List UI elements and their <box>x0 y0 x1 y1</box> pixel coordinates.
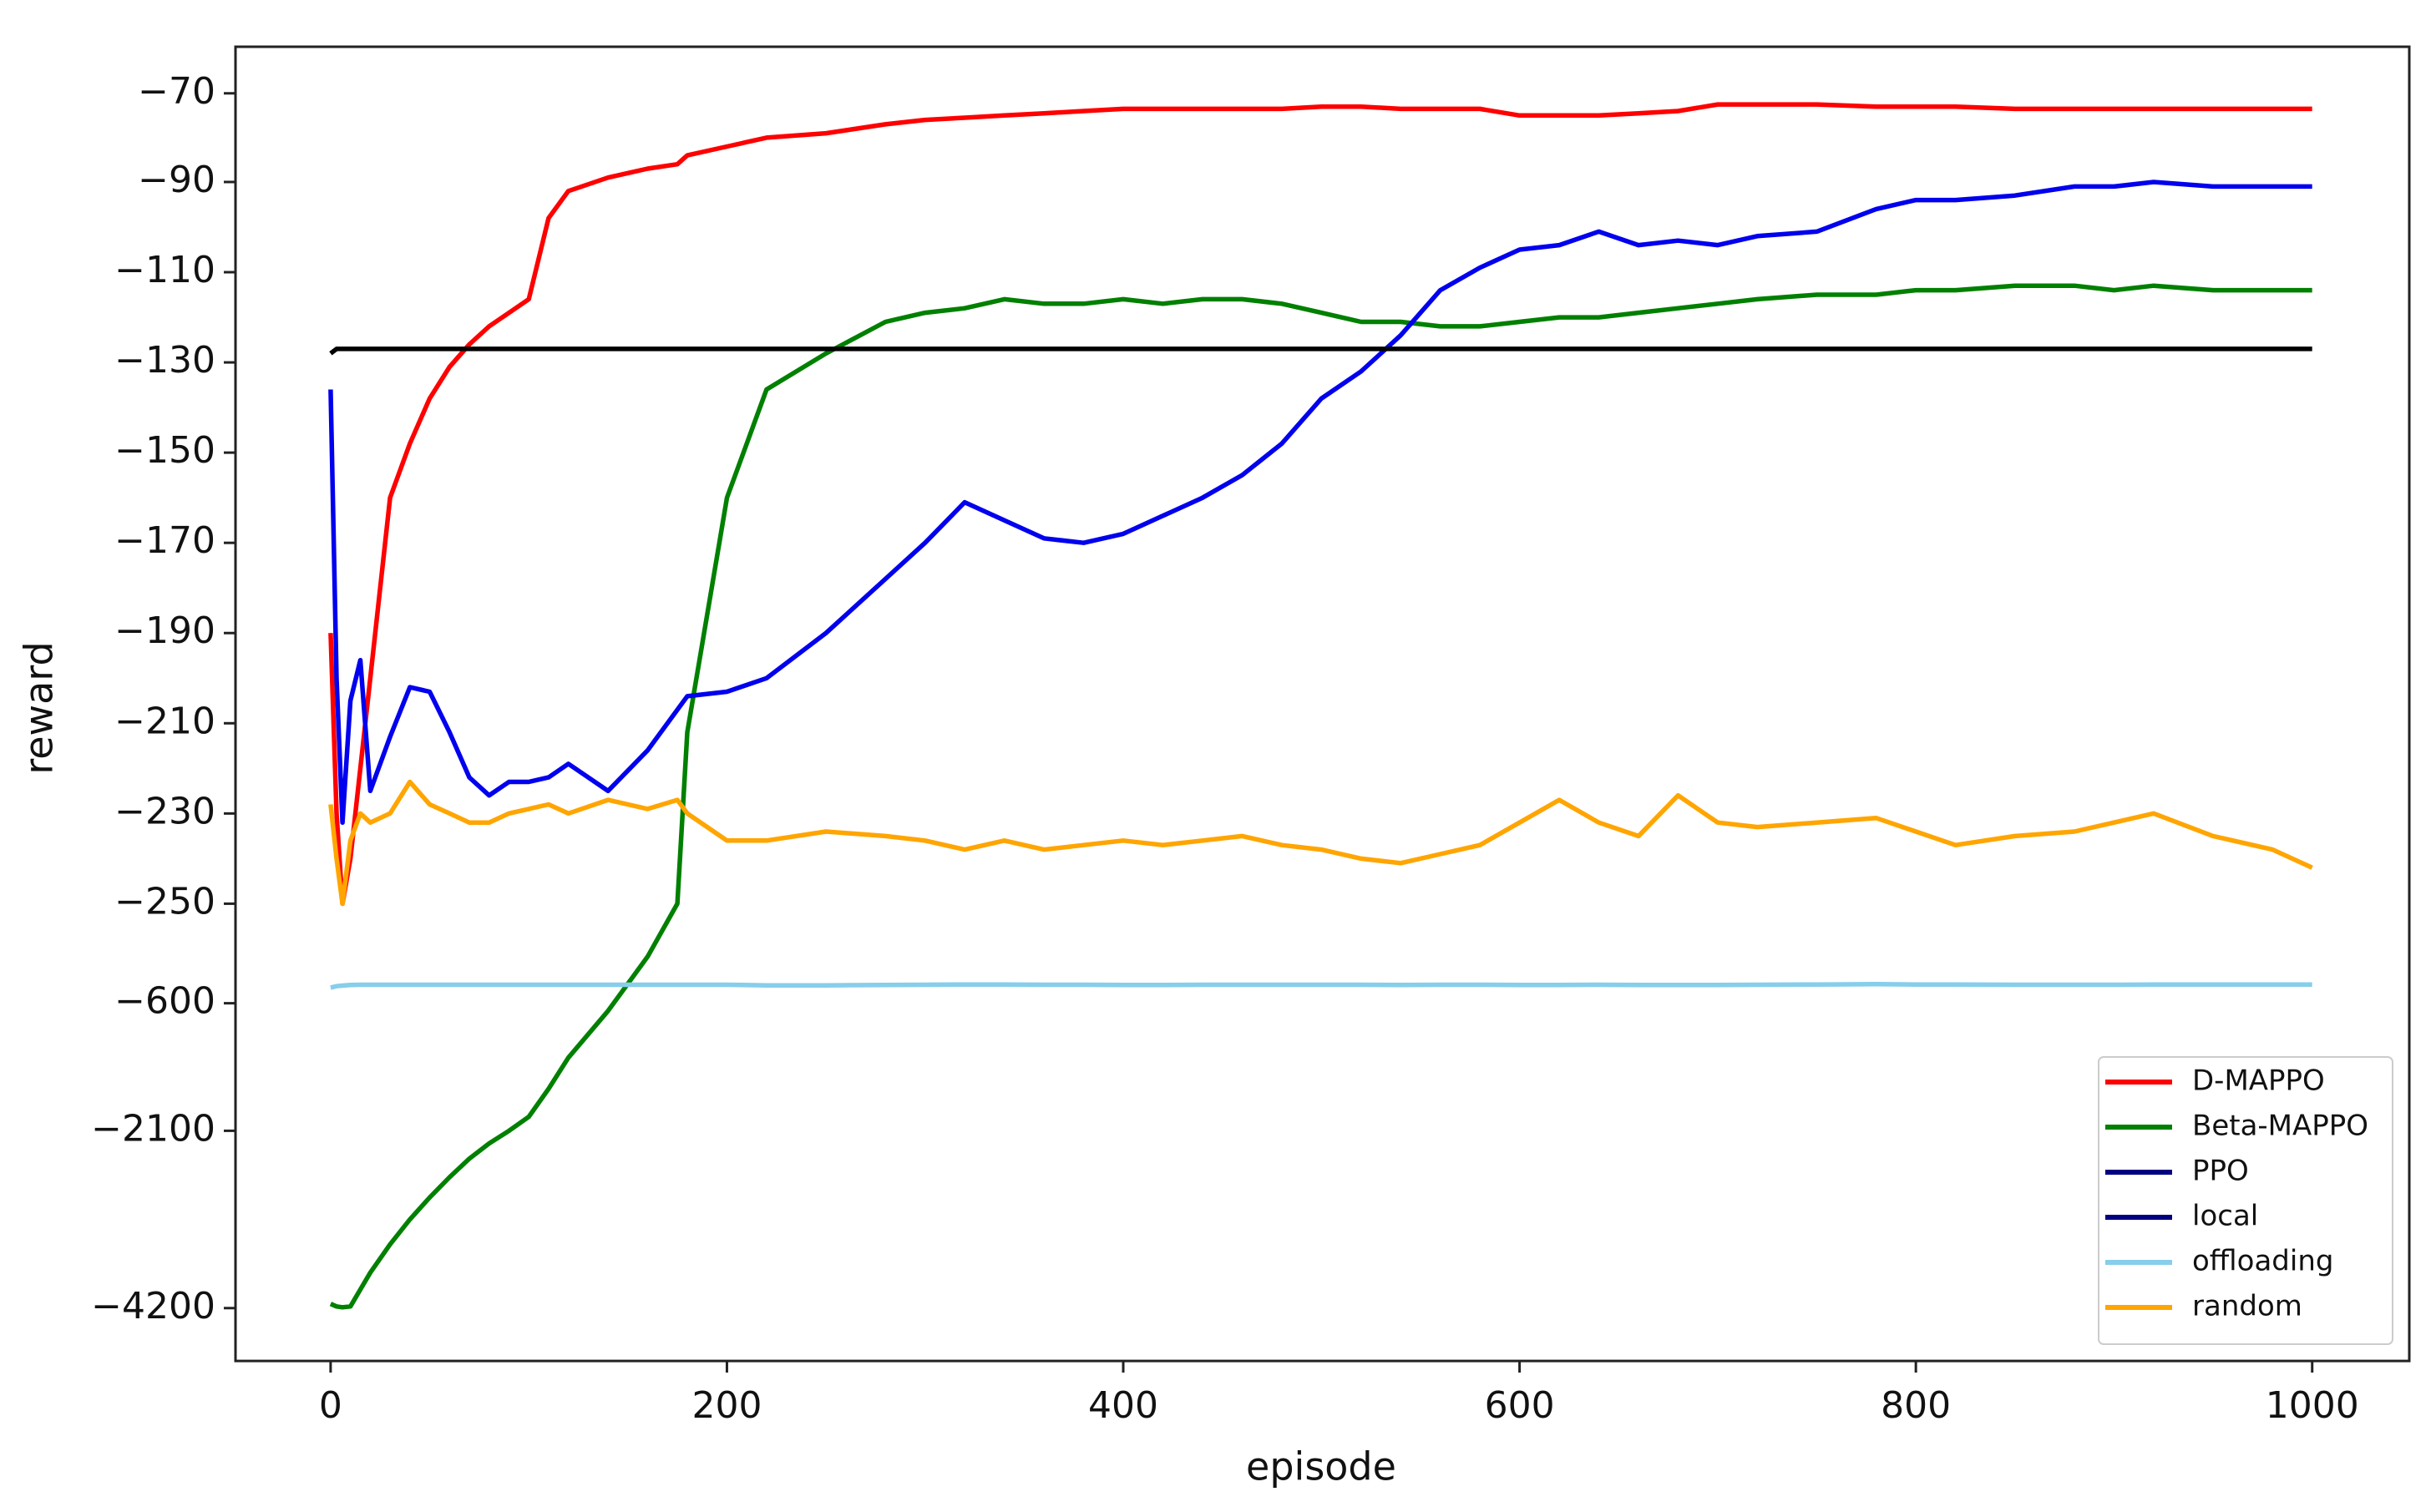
y-tick-label: −90 <box>138 159 215 201</box>
series-line <box>328 779 2313 907</box>
x-tick-label: 0 <box>319 1384 342 1427</box>
legend-label: Beta-MAPPO <box>2192 1110 2368 1143</box>
series-line <box>328 180 2312 825</box>
series-line <box>329 346 2312 356</box>
y-tick-label: −2100 <box>91 1107 215 1150</box>
x-tick-label: 800 <box>1881 1384 1951 1427</box>
y-tick-label: −600 <box>114 980 215 1023</box>
legend-label: D-MAPPO <box>2192 1064 2325 1098</box>
x-tick-label: 400 <box>1088 1384 1158 1427</box>
x-tick-label: 200 <box>691 1384 762 1427</box>
y-tick-label: −4200 <box>91 1285 215 1327</box>
y-tick-label: −250 <box>114 880 215 923</box>
legend-label: offloading <box>2192 1245 2333 1278</box>
y-tick-label: −150 <box>114 429 215 472</box>
plot-frame <box>234 45 2411 1363</box>
legend: D-MAPPO Beta-MAPPO PPO local offloading rando… <box>2098 1056 2393 1345</box>
series-line <box>330 982 2312 990</box>
legend-label: random <box>2192 1290 2302 1323</box>
legend-label: PPO <box>2192 1155 2249 1188</box>
x-tick-label: 1000 <box>2266 1384 2359 1427</box>
y-tick-label: −110 <box>114 249 215 291</box>
y-tick-label: −70 <box>138 70 215 113</box>
y-tick-label: −170 <box>114 519 215 562</box>
series-line <box>328 102 2312 907</box>
series-line <box>329 283 2312 1310</box>
x-axis-label: episode <box>1246 1444 1396 1489</box>
y-tick-label: −130 <box>114 339 215 382</box>
y-axis-label: reward <box>17 641 62 774</box>
y-tick-label: −230 <box>114 790 215 832</box>
legend-label: local <box>2192 1200 2258 1233</box>
y-tick-label: −190 <box>114 609 215 652</box>
y-tick-label: −210 <box>114 700 215 742</box>
x-tick-label: 600 <box>1485 1384 1555 1427</box>
